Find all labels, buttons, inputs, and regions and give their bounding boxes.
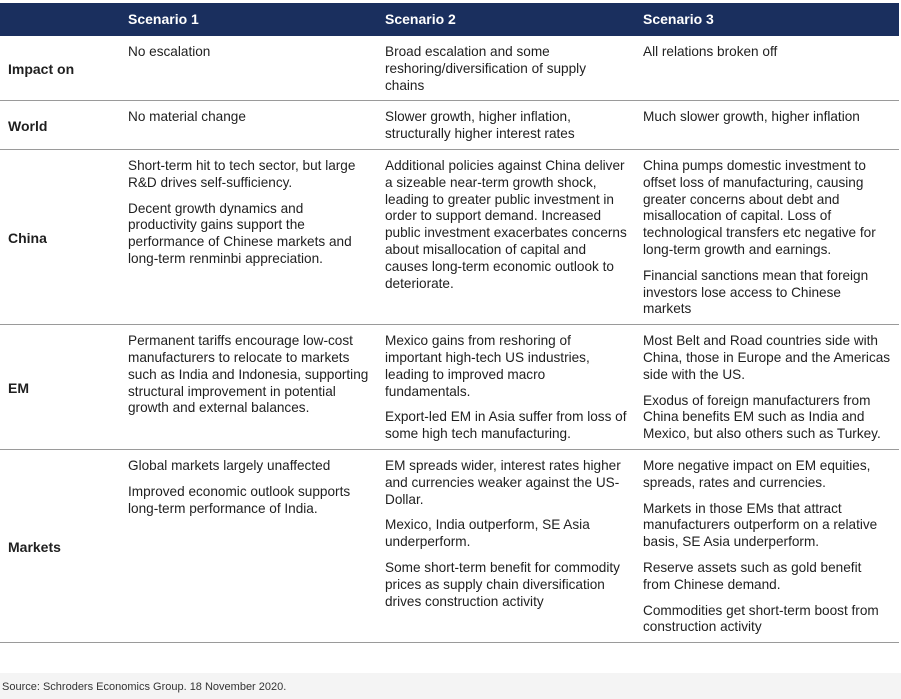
- header-scenario-3: Scenario 3: [635, 3, 899, 36]
- table-row: EM Permanent tariffs encourage low-cost m…: [0, 324, 899, 450]
- header-scenario-1: Scenario 1: [120, 3, 377, 36]
- cell-scenario-1: Global markets largely unaffected Improve…: [120, 448, 377, 643]
- cell-scenario-2: Slower growth, higher inflation, structu…: [377, 100, 635, 150]
- header-corner: [0, 3, 120, 36]
- cell-paragraph: Mexico, India outperform, SE Asia underp…: [385, 517, 590, 550]
- header-row: Scenario 1 Scenario 2 Scenario 3: [0, 3, 899, 36]
- cell-scenario-2: EM spreads wider, interest rates higher …: [377, 448, 635, 643]
- cell-scenario-1: Permanent tariffs encourage low-cost man…: [120, 324, 377, 450]
- cell-paragraph: Exodus of foreign manufacturers from Chi…: [643, 392, 881, 442]
- cell-paragraph: More negative impact on EM equities, spr…: [643, 457, 871, 490]
- cell-scenario-2: Mexico gains from reshoring of important…: [377, 324, 635, 450]
- footer-band: [0, 673, 901, 699]
- cell-paragraph: Financial sanctions mean that foreign in…: [643, 267, 869, 317]
- cell-paragraph: Global markets largely unaffected: [128, 457, 331, 473]
- cell-paragraph: Decent growth dynamics and productivity …: [128, 200, 352, 266]
- cell-scenario-1: No material change: [120, 100, 377, 150]
- cell-paragraph: No material change: [128, 109, 246, 125]
- cell-paragraph: Some short-term benefit for commodity pr…: [385, 559, 620, 609]
- cell-paragraph: Additional policies against China delive…: [385, 157, 627, 291]
- cell-paragraph: Broad escalation and some reshoring/dive…: [385, 44, 586, 93]
- cell-paragraph: Export-led EM in Asia suffer from loss o…: [385, 409, 627, 442]
- header-scenario-2: Scenario 2: [377, 3, 635, 36]
- row-label: Impact on: [8, 60, 75, 77]
- cell-scenario-2: Additional policies against China delive…: [377, 148, 635, 325]
- cell-scenario-2: Broad escalation and some reshoring/dive…: [377, 36, 635, 101]
- source-note: Source: Schroders Economics Group. 18 No…: [2, 681, 287, 693]
- row-label: China: [0, 148, 120, 325]
- table-row: Impact on No escalation Broad escalation a…: [0, 36, 899, 101]
- cell-paragraph: No escalation: [128, 44, 211, 59]
- cell-scenario-1: Short-term hit to tech sector, but large…: [120, 148, 377, 325]
- cell-scenario-3: China pumps domestic investment to offse…: [635, 148, 899, 325]
- cell-paragraph: Mexico gains from reshoring of important…: [385, 333, 590, 399]
- row-label: EM: [0, 324, 120, 450]
- table-header: Scenario 1 Scenario 2 Scenario 3: [0, 3, 899, 36]
- row-label: World: [0, 100, 120, 150]
- cell-scenario-1: No escalation: [120, 36, 377, 101]
- cell-paragraph: Much slower growth, higher inflation: [643, 109, 860, 125]
- cell-paragraph: Improved economic outlook supports long-…: [128, 483, 351, 516]
- cell-scenario-3: More negative impact on EM equities, spr…: [635, 448, 899, 643]
- cell-paragraph: Short-term hit to tech sector, but large…: [128, 157, 356, 190]
- cell-scenario-3: All relations broken off: [635, 36, 899, 101]
- table-row: World No material change Slower growth, hi…: [0, 100, 899, 150]
- cell-paragraph: Reserve assets such as gold benefit from…: [643, 559, 862, 592]
- scenario-table: Scenario 1 Scenario 2 Scenario 3 Impact …: [0, 3, 899, 643]
- table-row: Markets Global markets largely unaffected…: [0, 448, 899, 643]
- cell-paragraph: Slower growth, higher inflation, structu…: [385, 109, 575, 142]
- cell-paragraph: China pumps domestic investment to offse…: [643, 157, 876, 257]
- cell-paragraph: Permanent tariffs encourage low-cost man…: [128, 333, 369, 416]
- cell-paragraph: EM spreads wider, interest rates higher …: [385, 457, 621, 507]
- cell-scenario-3: Much slower growth, higher inflation: [635, 100, 899, 150]
- row-label: Markets: [0, 448, 120, 643]
- cell-paragraph: Markets in those EMs that attract manufa…: [643, 500, 878, 550]
- cell-paragraph: Commodities get short-term boost from co…: [643, 602, 879, 635]
- cell-paragraph: Most Belt and Road countries side with C…: [643, 333, 891, 382]
- cell-scenario-3: Most Belt and Road countries side with C…: [635, 324, 899, 450]
- table-row: China Short-term hit to tech sector, but …: [0, 148, 899, 325]
- table-body: Impact on No escalation Broad escalation a…: [0, 36, 899, 643]
- cell-paragraph: All relations broken off: [643, 44, 778, 59]
